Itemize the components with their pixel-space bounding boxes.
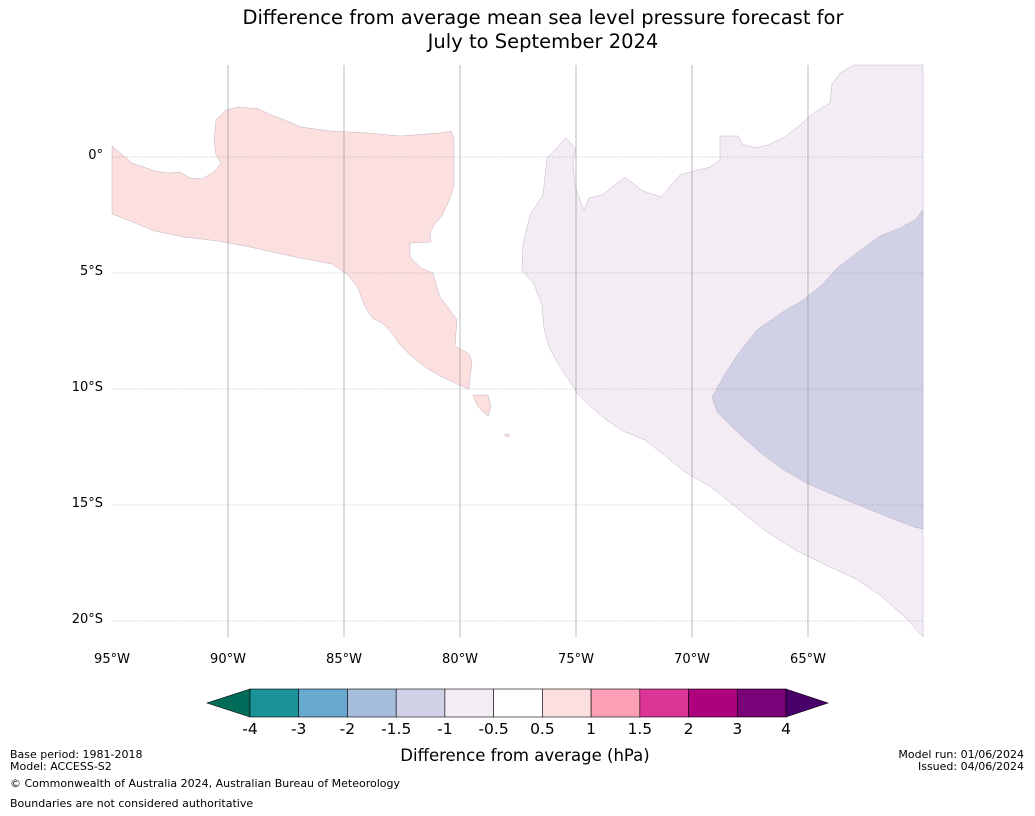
colorbar-tick-label: -4 (242, 720, 258, 738)
latitude-label-15s: 15°S (71, 496, 103, 511)
base-period-text: Base period: 1981-2018 (10, 748, 143, 761)
latitude-label-20s: 20°S (71, 612, 103, 627)
graticule (112, 65, 923, 637)
longitude-label-85w: 85°W (326, 652, 362, 667)
longitude-label-80w: 80°W (442, 652, 478, 667)
positive-anomaly-islet-small (504, 433, 510, 438)
colorbar-tick-label: -1.5 (381, 720, 412, 738)
latitude-label-10s: 10°S (71, 380, 103, 395)
negative-anomaly-region (521, 64, 924, 638)
longitude-label-95w: 95°W (94, 652, 130, 667)
longitude-label-70w: 70°W (674, 652, 710, 667)
map-title: Difference from average mean sea level p… (110, 6, 976, 54)
negative-anomaly-core-region (711, 209, 924, 530)
issued-date-text: Issued: 04/06/2024 (917, 760, 1024, 773)
colorbar-tick-label: -2 (339, 720, 356, 738)
colorbar-tick-label: 1 (586, 720, 597, 738)
map-title-line-2: July to September 2024 (427, 30, 659, 53)
colorbar-tick-label: 1.5 (627, 720, 653, 738)
longitude-label-75w: 75°W (558, 652, 594, 667)
latitude-label-5s: 5°S (79, 264, 103, 279)
colorbar-tick-label: 4 (781, 720, 791, 738)
colorbar-label: Difference from average (hPa) (400, 746, 650, 765)
latitude-label-0: 0° (88, 148, 103, 163)
colorbar-tick-label: 2 (683, 720, 694, 738)
positive-anomaly-islet (472, 394, 492, 417)
colorbar-tick-label: 3 (732, 720, 743, 738)
positive-anomaly-region (111, 106, 473, 390)
colorbar-tick-label: -3 (290, 720, 307, 738)
longitude-label-90w: 90°W (210, 652, 246, 667)
colorbar-tick-label: 0.5 (530, 720, 555, 738)
colorbar-tick-label: -0.5 (478, 720, 509, 738)
model-run-text: Model run: 01/06/2024 (898, 748, 1024, 761)
boundaries-disclaimer: Boundaries are not considered authoritat… (10, 797, 254, 810)
copyright-text: © Commonwealth of Australia 2024, Austra… (10, 777, 400, 790)
longitude-label-65w: 65°W (790, 652, 826, 667)
model-text: Model: ACCESS-S2 (10, 760, 112, 773)
map-title-line-1: Difference from average mean sea level p… (242, 6, 844, 29)
colorbar-tick-label: -1 (437, 720, 453, 738)
